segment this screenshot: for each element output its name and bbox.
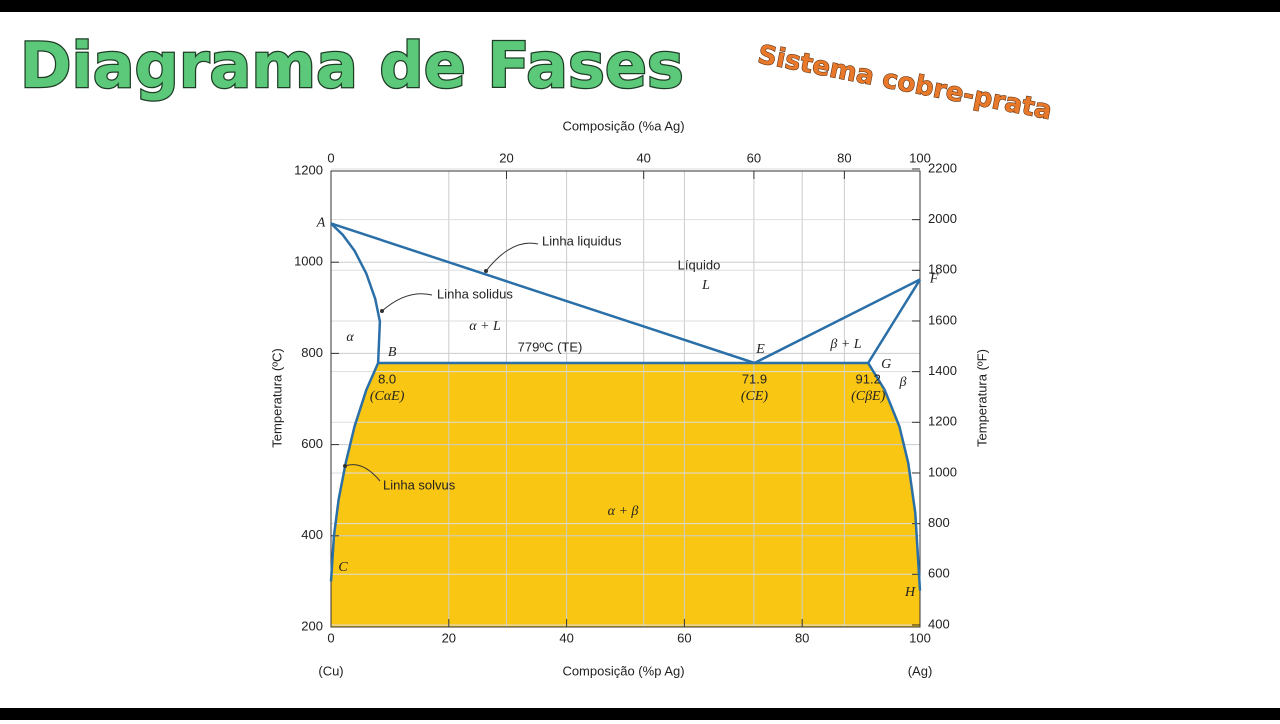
composition-symbol: (CβE) bbox=[851, 389, 886, 404]
point-label: E bbox=[755, 342, 765, 357]
composition-symbol: (CαE) bbox=[370, 389, 405, 404]
y2-tick-label: 1600 bbox=[928, 312, 957, 327]
y2-tick-label: 1000 bbox=[928, 464, 957, 479]
y-tick-label: 400 bbox=[301, 527, 323, 542]
annotation: Linha solidus bbox=[437, 286, 513, 301]
composition-label: 71.9 bbox=[742, 371, 767, 386]
x-axis-label: Composição (%p Ag) bbox=[562, 663, 684, 678]
point-label: B bbox=[388, 345, 397, 360]
phase-boundary bbox=[329, 362, 380, 582]
y2-tick-label: 600 bbox=[928, 566, 950, 581]
y2-tick-label: 2200 bbox=[928, 160, 957, 175]
region-label: L bbox=[701, 278, 710, 293]
y2-axis-label: Temperatura (ºF) bbox=[974, 349, 989, 447]
y2-tick-label: 800 bbox=[928, 515, 950, 530]
point-label: H bbox=[904, 585, 916, 600]
phase-boundary bbox=[867, 278, 922, 364]
region-label: α bbox=[346, 330, 354, 345]
region-label: β + L bbox=[829, 337, 861, 352]
y-axis-label: Temperatura (ºC) bbox=[269, 348, 284, 447]
y2-tick-label: 400 bbox=[928, 616, 950, 631]
y-tick-label: 1000 bbox=[294, 254, 323, 269]
top-bar bbox=[0, 0, 1280, 12]
composition-symbol: (CE) bbox=[741, 389, 769, 404]
annotation: Linha liquidus bbox=[542, 233, 622, 248]
y-tick-label: 600 bbox=[301, 436, 323, 451]
point-label: A bbox=[316, 216, 326, 231]
y-tick-label: 1200 bbox=[294, 162, 323, 177]
region-label: β bbox=[899, 375, 907, 390]
point-label: G bbox=[881, 357, 891, 372]
composition-label: 91.2 bbox=[856, 371, 881, 386]
phase-boundary bbox=[330, 222, 382, 364]
region-label: α + L bbox=[469, 319, 501, 334]
x2-tick-label: 80 bbox=[837, 150, 851, 165]
region-label: α + β bbox=[608, 504, 639, 519]
x2-tick-label: 20 bbox=[499, 150, 513, 165]
plot-frame bbox=[330, 170, 921, 628]
arrow-head bbox=[380, 309, 384, 313]
x-tick-label: 80 bbox=[795, 630, 809, 645]
x2-tick-label: 0 bbox=[327, 150, 334, 165]
arrow-head bbox=[343, 464, 347, 468]
slide-subtitle: Sistema cobre-prata bbox=[755, 40, 1054, 126]
x-tick-label: 60 bbox=[677, 630, 691, 645]
y-tick-label: 800 bbox=[301, 345, 323, 360]
bottom-bar bbox=[0, 708, 1280, 720]
y2-tick-label: 2000 bbox=[928, 211, 957, 226]
x-right-label: (Ag) bbox=[908, 663, 933, 678]
phase-boundary bbox=[867, 362, 922, 591]
point-label: F bbox=[929, 272, 939, 287]
eutectic-label: 779ºC (TE) bbox=[518, 339, 583, 354]
annotation-arrow bbox=[381, 293, 433, 312]
x-left-label: (Cu) bbox=[318, 663, 343, 678]
two-phase-region bbox=[331, 362, 920, 627]
y2-tick-label: 1200 bbox=[928, 414, 957, 429]
x2-tick-label: 40 bbox=[636, 150, 650, 165]
x-tick-label: 0 bbox=[327, 630, 334, 645]
annotation-arrow bbox=[485, 242, 539, 272]
annotation-arrow bbox=[344, 464, 381, 482]
x2-tick-label: 100 bbox=[909, 150, 931, 165]
x-tick-label: 40 bbox=[559, 630, 573, 645]
x-tick-label: 100 bbox=[909, 630, 931, 645]
point-label: C bbox=[338, 560, 348, 575]
y2-tick-label: 1400 bbox=[928, 363, 957, 378]
composition-label: 8.0 bbox=[378, 371, 396, 386]
x2-tick-label: 60 bbox=[747, 150, 761, 165]
x-tick-label: 20 bbox=[442, 630, 456, 645]
slide-title: Diagrama de Fases bbox=[20, 29, 684, 102]
y-tick-label: 200 bbox=[301, 618, 323, 633]
arrow-head bbox=[484, 269, 488, 273]
y2-tick-label: 1800 bbox=[928, 262, 957, 277]
phase-diagram: 0 20 40 60 80 1000 20 40 60 80 1002004006008001000… bbox=[269, 118, 989, 678]
x2-axis-label: Composição (%a Ag) bbox=[562, 118, 684, 133]
annotation: Linha solvus bbox=[383, 477, 456, 492]
region-label: Líquido bbox=[678, 257, 721, 272]
